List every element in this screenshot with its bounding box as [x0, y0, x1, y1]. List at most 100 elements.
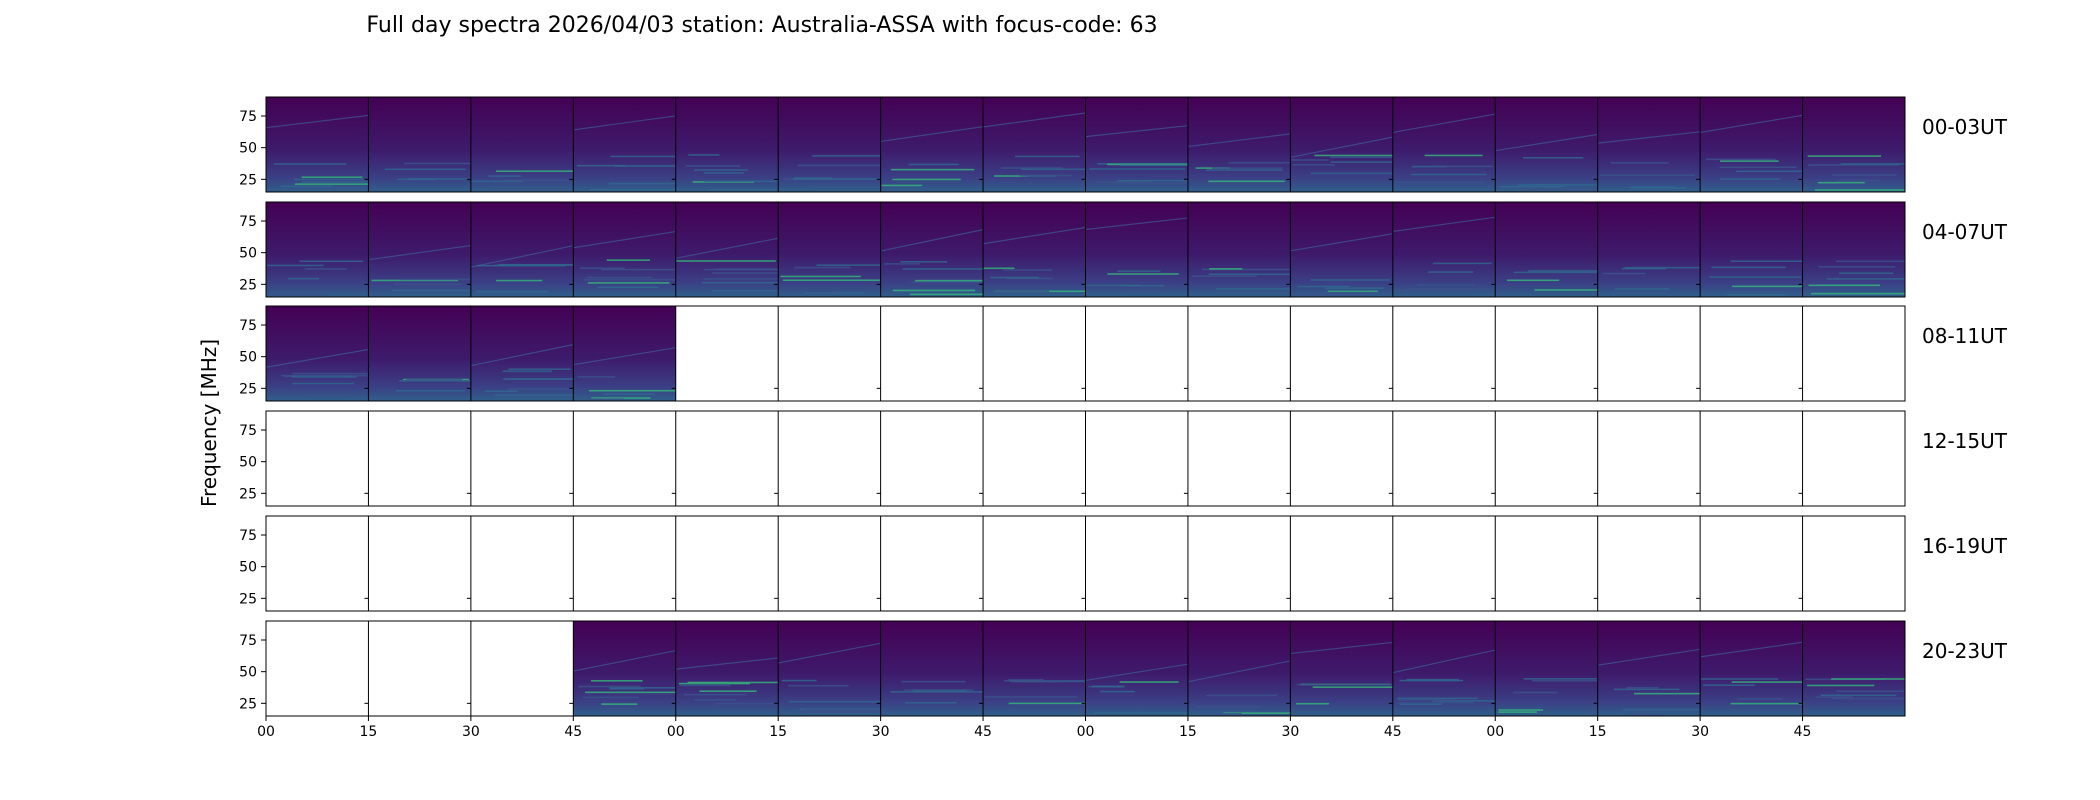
interference-band: [507, 388, 574, 390]
spectrum-tile: [1187, 621, 1291, 716]
interference-band: [1621, 267, 1666, 270]
interference-band: [891, 168, 975, 171]
sweep-line: [1187, 660, 1291, 683]
interference-band: [582, 696, 639, 699]
interference-band: [816, 264, 881, 266]
interference-band: [609, 687, 676, 689]
spectrum-tile: [778, 97, 881, 192]
interference-band: [301, 181, 369, 183]
spectrum-tile: [983, 202, 1086, 297]
spectrum-tile: [1802, 202, 1905, 297]
row-frame: [265, 410, 1906, 507]
sweep-line: [982, 226, 1086, 245]
interference-band: [395, 389, 465, 392]
interference-band: [1807, 684, 1875, 687]
spectrum-tile: [778, 621, 881, 716]
spectrum-tile: [880, 621, 984, 716]
interference-band: [1831, 174, 1897, 176]
interference-band: [1312, 686, 1393, 688]
interference-band: [676, 260, 776, 262]
interference-band: [1826, 278, 1905, 280]
interference-band: [1192, 275, 1257, 278]
interference-band: [1523, 678, 1598, 680]
y-tick-label: 25: [239, 381, 257, 397]
interference-band: [1610, 162, 1669, 164]
interference-band: [794, 177, 832, 179]
interference-band: [1195, 706, 1262, 708]
y-tick-label: 25: [239, 172, 257, 188]
sweep-line: [470, 344, 574, 367]
interference-band: [1835, 260, 1905, 263]
sweep-line: [1085, 663, 1189, 682]
x-tick-label: 15: [360, 724, 378, 740]
interference-band: [591, 680, 643, 682]
interference-band: [802, 292, 864, 294]
sweep-line: [1290, 641, 1393, 655]
interference-band: [1330, 161, 1393, 163]
spectrum-tile: [368, 202, 471, 297]
interference-band: [994, 175, 1028, 177]
x-tick-label: 00: [1077, 724, 1095, 740]
interference-band: [1002, 269, 1053, 271]
interference-band: [1701, 678, 1779, 680]
interference-band: [476, 264, 566, 267]
spectrum-tile: [1597, 621, 1701, 716]
sweep-line: [778, 642, 881, 664]
interference-band: [614, 165, 676, 167]
interference-band: [301, 176, 363, 179]
sweep-line: [573, 650, 676, 672]
interference-band: [502, 370, 552, 373]
sweep-line: [1495, 133, 1598, 152]
spectrum-tile: [1290, 97, 1393, 192]
interference-band: [1211, 167, 1283, 169]
interference-band: [793, 291, 839, 293]
interference-band: [1117, 270, 1161, 272]
spectrum-tile: [266, 97, 369, 192]
y-tick-label: 50: [239, 665, 257, 681]
interference-band: [693, 699, 737, 701]
spectrum-tile: [983, 97, 1086, 192]
interference-band: [1208, 180, 1285, 183]
interference-band: [781, 679, 817, 682]
interference-band: [1008, 679, 1044, 681]
interference-band: [905, 702, 957, 704]
interference-band: [1629, 187, 1686, 189]
row-frame: [265, 201, 1906, 298]
sweep-line: [1597, 648, 1701, 666]
interference-band: [1405, 288, 1496, 290]
spectrum-tile: [1085, 621, 1188, 716]
spectrum-tile: [1187, 202, 1291, 297]
interference-band: [1719, 166, 1797, 169]
interference-band: [1720, 160, 1779, 162]
interference-band: [1432, 262, 1492, 265]
sweep-line: [265, 348, 369, 368]
x-tick-label: 30: [1281, 724, 1299, 740]
interference-band: [494, 394, 574, 396]
interference-band: [1737, 698, 1782, 700]
interference-band: [688, 154, 720, 156]
interference-band: [1523, 188, 1598, 191]
interference-band: [588, 389, 676, 392]
interference-band: [1808, 284, 1880, 287]
interference-band: [678, 682, 751, 685]
interference-band: [892, 289, 976, 292]
interference-band: [1807, 155, 1882, 157]
interference-band: [583, 278, 676, 281]
interference-band: [881, 184, 922, 187]
interference-band: [812, 155, 881, 157]
sweep-line: [1392, 113, 1496, 134]
interference-band: [901, 680, 966, 683]
y-tick-label: 75: [239, 318, 257, 334]
spectrum-tile: [266, 306, 369, 401]
interference-band: [291, 382, 355, 385]
interference-band: [903, 689, 973, 691]
interference-band: [1008, 702, 1086, 705]
interference-band: [491, 188, 571, 191]
interference-band: [1223, 712, 1291, 714]
interference-band: [699, 690, 757, 693]
spectrum-tile: [1700, 621, 1803, 716]
sweep-line: [1187, 133, 1291, 148]
interference-band: [1808, 164, 1900, 166]
spectrum-tile: [1495, 202, 1598, 297]
